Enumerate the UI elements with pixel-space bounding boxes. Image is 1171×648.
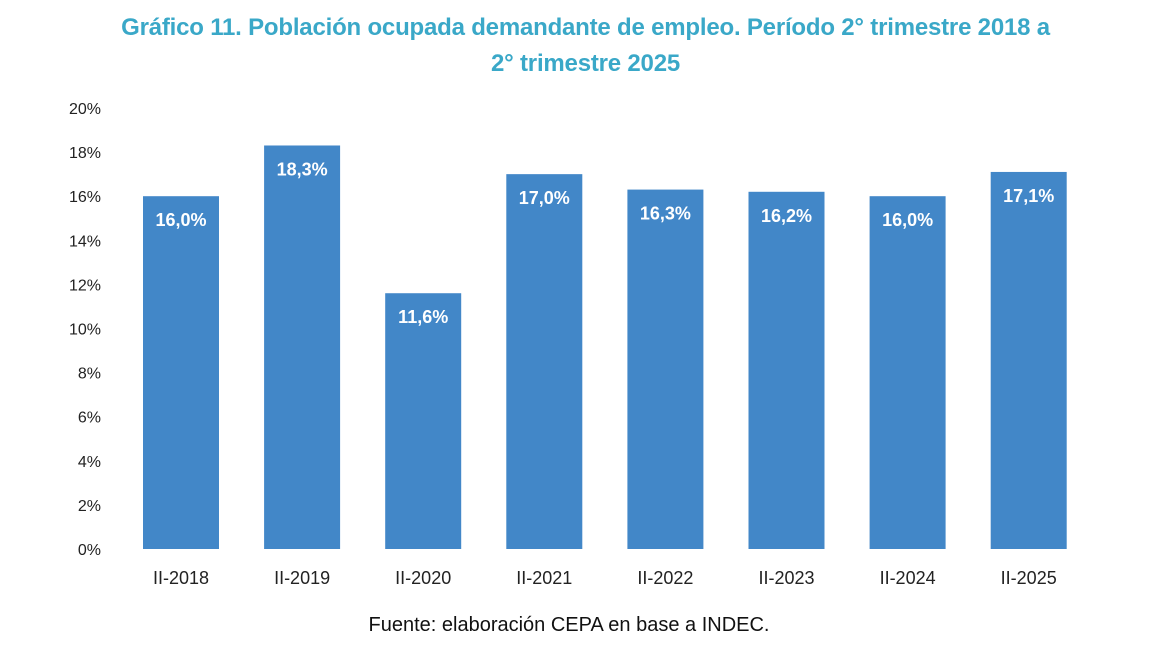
y-tick-label: 2%: [78, 498, 101, 515]
y-tick-label: 16%: [69, 189, 101, 206]
x-tick-label: II-2025: [1001, 568, 1057, 588]
y-tick-label: 18%: [69, 145, 101, 162]
bar: [143, 196, 219, 549]
data-label: 11,6%: [398, 307, 448, 327]
x-tick-label: II-2022: [637, 568, 693, 588]
y-tick-label: 10%: [69, 322, 101, 339]
data-label: 16,2%: [761, 206, 812, 226]
source-note: Fuente: elaboración CEPA en base a INDEC…: [368, 614, 770, 636]
y-tick-label: 8%: [78, 366, 101, 383]
x-tick-label: II-2019: [274, 568, 330, 588]
x-axis: II-2018 II-2019 II-2020 II-2021 II-2022 II-20…: [153, 568, 1057, 588]
bar: [748, 191, 825, 550]
bar: [385, 293, 462, 549]
chart-title: Gráfico 11. Población ocupada demandante…: [0, 10, 1171, 82]
y-axis: 0% 2% 4% 6% 8% 10% 12% 14% 16% 18% 20%: [69, 101, 101, 559]
y-tick-label: 4%: [78, 454, 101, 471]
data-label: 16,0%: [155, 210, 206, 230]
bar: [990, 171, 1067, 549]
y-tick-label: 6%: [78, 410, 101, 427]
x-tick-label: II-2023: [758, 568, 814, 588]
chart-title-line-1: Gráfico 11. Población ocupada demandante…: [121, 14, 1050, 41]
data-label: 17,0%: [519, 188, 570, 208]
y-tick-label: 14%: [69, 233, 101, 250]
chart-title-line-2: 2° trimestre 2025: [491, 50, 680, 77]
x-tick-label: II-2021: [516, 568, 572, 588]
x-tick-label: II-2024: [880, 568, 936, 588]
bar: [506, 174, 583, 549]
bar: [869, 196, 946, 549]
data-label: 16,0%: [882, 210, 933, 230]
bars: 16,0% 18,3% 11,6% 17,0% 16,3% 16,2% 16,0% 17,1%: [143, 145, 1067, 550]
data-label: 17,1%: [1003, 186, 1054, 206]
data-label: 18,3%: [277, 159, 328, 179]
bar: [627, 189, 704, 549]
data-label: 16,3%: [640, 204, 691, 224]
x-tick-label: II-2018: [153, 568, 209, 588]
bar: [264, 145, 341, 550]
y-tick-label: 0%: [78, 542, 101, 559]
y-tick-label: 12%: [69, 277, 101, 294]
y-tick-label: 20%: [69, 101, 101, 118]
x-tick-label: II-2020: [395, 568, 451, 588]
